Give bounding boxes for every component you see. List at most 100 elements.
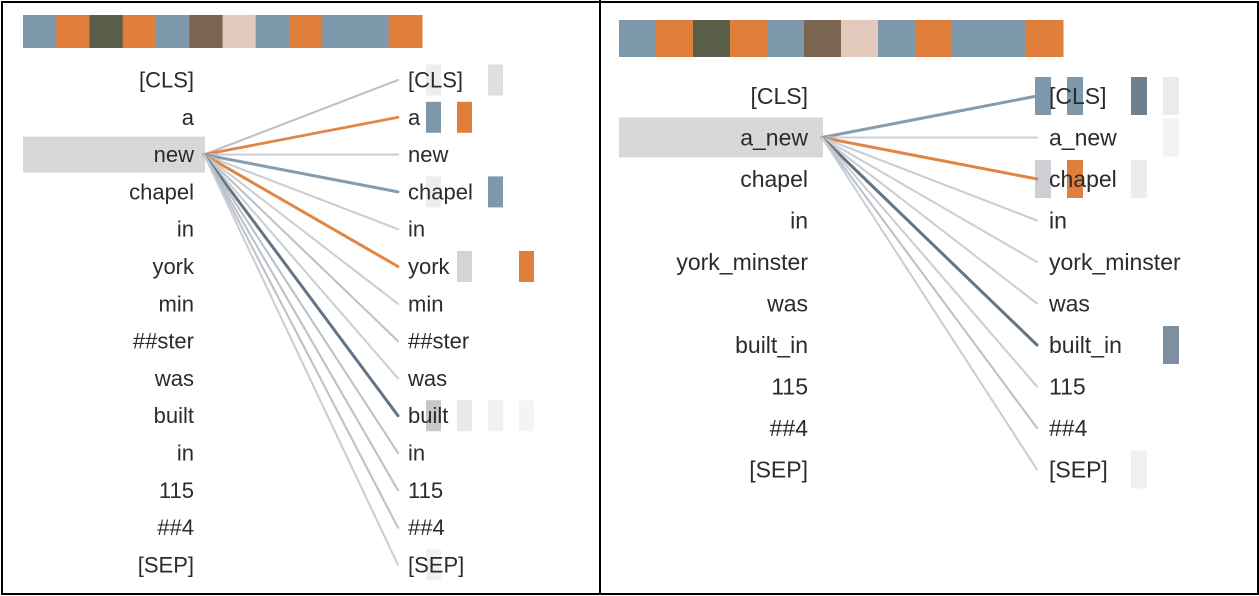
key-token[interactable]: [SEP] [408,552,464,577]
key-token[interactable]: ##4 [408,515,445,540]
query-token[interactable]: 115 [771,374,808,400]
key-token[interactable]: built [408,403,448,428]
head-swatch-9[interactable] [322,15,356,48]
attention-line [202,153,400,380]
attention-line [202,153,400,268]
key-token[interactable]: in [1049,208,1067,234]
head-swatch-7[interactable] [255,15,290,48]
key-token[interactable]: was [407,366,447,391]
head-swatch-6[interactable] [222,15,257,48]
query-token[interactable]: york [152,254,195,279]
key-token[interactable]: min [408,291,443,316]
key-token[interactable]: 115 [1049,374,1086,400]
key-token[interactable]: was [1048,291,1090,317]
attention-line [820,94,1039,139]
head-color-bar[interactable] [23,15,423,48]
attention-cell [488,64,503,96]
attention-cell [1035,77,1051,115]
key-token[interactable]: a [408,105,421,130]
query-token[interactable]: in [790,208,808,234]
key-token[interactable]: [SEP] [1049,457,1108,483]
head-swatch-9[interactable] [952,20,990,57]
key-token[interactable]: 115 [408,478,443,503]
query-token[interactable]: in [177,441,194,466]
attention-line [820,136,1039,388]
key-token[interactable]: ##ster [408,329,469,354]
attention-cell [1131,160,1147,198]
query-token[interactable]: was [154,366,194,391]
query-token[interactable]: new [154,142,194,167]
query-token[interactable]: ##4 [770,415,809,441]
attention-cell [1035,160,1051,198]
query-token[interactable]: ##ster [133,329,194,354]
key-token[interactable]: new [408,142,448,167]
key-token[interactable]: york [408,254,451,279]
attention-line [820,136,1039,181]
head-swatch-8[interactable] [289,15,323,48]
key-token[interactable]: chapel [1049,166,1117,192]
query-token[interactable]: built_in [735,332,808,358]
query-token[interactable]: was [766,291,808,317]
head-swatch-1[interactable] [656,20,694,57]
query-tokens: [CLS] a new chapel in york min ##ster was built in… [129,68,195,578]
attention-line [202,153,400,492]
head-swatch-1[interactable] [56,15,90,48]
key-token[interactable]: a_new [1049,125,1117,151]
query-token[interactable]: [SEP] [749,457,808,483]
query-token[interactable]: a_new [740,125,808,151]
query-token[interactable]: 115 [159,478,194,503]
query-token[interactable]: min [159,291,194,316]
head-swatch-11[interactable] [1026,20,1064,57]
query-token[interactable]: ##4 [157,515,194,540]
query-token[interactable]: in [177,217,194,242]
head-swatch-2[interactable] [89,15,124,48]
attention-lines [820,94,1039,471]
head-swatch-10[interactable] [355,15,390,48]
attention-line [820,136,1039,264]
head-swatch-11[interactable] [388,15,423,48]
query-token[interactable]: a [182,105,195,130]
head-swatch-0[interactable] [23,15,57,48]
selected-token-highlight [619,117,823,158]
query-token[interactable]: chapel [740,166,808,192]
head-swatch-5[interactable] [804,20,842,57]
query-token[interactable]: [CLS] [139,68,194,93]
key-token[interactable]: built_in [1049,332,1122,358]
head-swatch-4[interactable] [767,20,805,57]
key-token[interactable]: in [408,441,425,466]
head-swatch-3[interactable] [730,20,768,57]
head-swatch-5[interactable] [189,15,223,48]
head-swatch-10[interactable] [989,20,1027,57]
query-token[interactable]: [CLS] [750,83,808,109]
attention-cell [1131,77,1147,115]
head-swatch-8[interactable] [915,20,953,57]
attention-line [202,153,400,529]
key-token[interactable]: chapel [408,179,473,204]
query-token[interactable]: [SEP] [138,552,194,577]
key-token[interactable]: in [408,217,425,242]
query-token[interactable]: built [154,403,194,428]
head-swatch-2[interactable] [693,20,731,57]
head-swatch-3[interactable] [122,15,157,48]
attention-lines [202,78,400,566]
key-token[interactable]: ##4 [1049,415,1088,441]
attention-cell [519,251,534,282]
query-token[interactable]: chapel [129,179,194,204]
head-swatch-6[interactable] [841,20,879,57]
head-swatch-4[interactable] [156,15,190,48]
head-swatch-0[interactable] [619,20,657,57]
query-token[interactable]: york_minster [676,249,808,275]
attention-cell [488,176,503,208]
attention-cell [1067,77,1083,115]
attention-line [820,136,1039,471]
head-color-bar[interactable] [619,20,1064,57]
attention-line [820,136,1039,430]
key-token[interactable]: [CLS] [1049,83,1107,109]
key-token[interactable]: york_minster [1049,249,1181,275]
attention-line [202,153,400,566]
head-swatch-7[interactable] [878,20,916,57]
key-token[interactable]: [CLS] [408,68,463,93]
